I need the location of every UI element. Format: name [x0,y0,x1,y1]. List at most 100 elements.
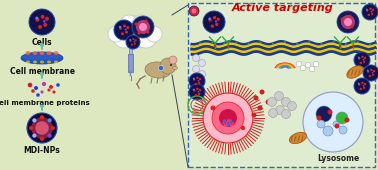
Circle shape [47,88,51,92]
Ellipse shape [39,51,45,55]
Circle shape [135,26,157,48]
Circle shape [361,82,364,84]
Circle shape [193,89,195,91]
Circle shape [160,58,176,74]
Circle shape [120,15,138,33]
Circle shape [223,122,225,124]
Circle shape [119,27,122,30]
Circle shape [225,125,226,127]
Circle shape [158,65,164,71]
Circle shape [199,89,201,91]
Circle shape [358,83,360,84]
Circle shape [341,15,355,29]
Circle shape [138,31,141,35]
Circle shape [135,39,137,41]
Circle shape [136,20,150,34]
Circle shape [38,25,42,29]
Circle shape [199,78,201,80]
Circle shape [363,85,364,86]
Circle shape [211,42,213,44]
Circle shape [276,106,285,115]
Circle shape [193,78,195,81]
Circle shape [213,16,216,19]
Bar [188,3,375,167]
Circle shape [40,137,44,141]
Circle shape [36,93,40,97]
Circle shape [223,120,225,122]
Circle shape [367,14,370,16]
Circle shape [217,18,220,21]
Circle shape [135,22,138,26]
Circle shape [227,45,229,47]
Circle shape [131,44,133,46]
Circle shape [344,117,350,123]
Circle shape [43,20,46,23]
Circle shape [361,56,364,58]
Circle shape [231,124,233,126]
Circle shape [189,73,205,89]
Bar [130,71,131,76]
Circle shape [132,16,154,38]
Circle shape [359,88,362,90]
Circle shape [132,38,135,40]
Circle shape [130,40,132,42]
Circle shape [231,120,232,122]
Circle shape [366,9,368,11]
Circle shape [209,18,212,22]
Ellipse shape [33,51,37,55]
Circle shape [228,121,230,123]
Circle shape [265,99,271,105]
Circle shape [339,126,347,134]
Circle shape [49,85,53,89]
Circle shape [321,43,322,45]
Circle shape [27,113,57,143]
Circle shape [300,65,306,71]
Circle shape [316,115,322,121]
Circle shape [341,18,344,21]
Circle shape [132,15,150,33]
Ellipse shape [22,54,62,60]
Circle shape [198,82,200,84]
Circle shape [119,26,121,28]
Circle shape [323,126,333,136]
Circle shape [113,26,135,48]
Circle shape [367,70,369,72]
Circle shape [305,62,311,68]
Circle shape [254,96,259,100]
Circle shape [337,11,359,33]
Circle shape [369,75,371,77]
Ellipse shape [47,61,51,64]
Ellipse shape [40,61,44,64]
Circle shape [31,89,35,93]
Circle shape [192,55,200,62]
Circle shape [125,29,127,30]
Circle shape [29,9,55,35]
Circle shape [32,118,36,122]
Circle shape [170,64,172,66]
Circle shape [214,45,216,47]
Circle shape [198,59,206,66]
Circle shape [260,41,262,43]
Circle shape [282,98,291,106]
Circle shape [316,106,332,122]
Circle shape [40,115,44,119]
Circle shape [369,8,372,10]
Circle shape [133,41,135,42]
Circle shape [369,43,371,45]
Circle shape [357,41,359,43]
Text: Cell membrane proteins: Cell membrane proteins [0,100,90,106]
Circle shape [367,70,369,73]
Text: Cell membrane: Cell membrane [9,67,74,76]
Circle shape [227,125,229,127]
Circle shape [114,20,134,40]
Circle shape [139,23,147,31]
Ellipse shape [21,52,63,64]
Circle shape [48,118,52,122]
Circle shape [372,74,374,76]
Circle shape [354,52,370,68]
Circle shape [282,109,291,118]
Circle shape [364,83,366,85]
Circle shape [208,17,211,20]
Circle shape [146,26,162,42]
Bar [128,54,133,72]
